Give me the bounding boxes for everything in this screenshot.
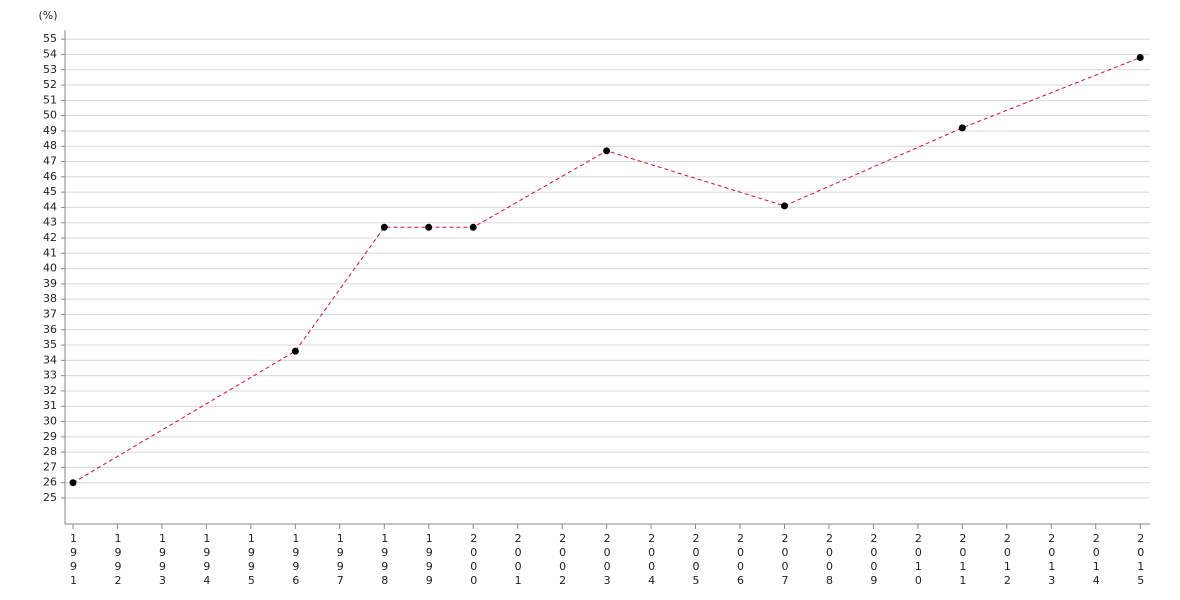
x-tick-label: 2011 [956, 532, 969, 588]
y-tick-label: 52 [43, 78, 57, 91]
x-tick-label: 2010 [912, 532, 925, 588]
x-tick-label: 1999 [423, 532, 436, 588]
x-tick-label: 1996 [289, 532, 302, 588]
y-tick-label: 35 [43, 338, 57, 351]
y-tick-label: 55 [43, 32, 57, 45]
y-tick-label: 48 [43, 139, 57, 152]
x-tick-label: 1997 [334, 532, 347, 588]
y-tick-label: 31 [43, 399, 57, 412]
y-tick-label: 49 [43, 124, 57, 137]
x-tick-label: 1994 [200, 532, 213, 588]
data-point [780, 202, 788, 210]
x-tick-label: 2005 [690, 532, 703, 588]
y-tick-label: 28 [43, 445, 57, 458]
data-point [291, 347, 299, 355]
data-point [1136, 54, 1144, 62]
y-tick-label: 37 [43, 307, 57, 320]
y-tick-label: 32 [43, 384, 57, 397]
x-tick-label: 2015 [1134, 532, 1147, 588]
y-tick-label: 25 [43, 491, 57, 504]
y-unit: (%) [38, 9, 57, 22]
y-tick-label: 38 [43, 292, 57, 305]
x-tick-label: 2006 [734, 532, 747, 588]
y-tick-label: 42 [43, 231, 57, 244]
x-tick-label: 1992 [111, 532, 124, 588]
y-tick-label: 34 [43, 353, 57, 366]
y-tick-label: 36 [43, 323, 57, 336]
x-tick-label: 2009 [867, 532, 880, 588]
x-tick-label: 1993 [156, 532, 169, 588]
data-point [603, 147, 611, 155]
y-tick-label: 39 [43, 277, 57, 290]
x-tick-label: 2008 [823, 532, 836, 588]
x-tick-label: 2003 [601, 532, 614, 588]
y-tick-label: 26 [43, 476, 57, 489]
data-point [69, 479, 77, 487]
x-tick-label: 2012 [1001, 532, 1014, 588]
x-tick-label: 2001 [512, 532, 525, 588]
x-tick-label: 2004 [645, 532, 658, 588]
x-tick-label: 1995 [245, 532, 258, 588]
y-tick-label: 27 [43, 460, 57, 473]
x-tick-label: 1991 [67, 532, 80, 588]
y-tick-label: 46 [43, 170, 57, 183]
y-tick-label: 47 [43, 155, 57, 168]
y-tick-label: 40 [43, 262, 57, 275]
x-tick-label: 2000 [467, 532, 480, 588]
data-point [958, 124, 966, 132]
x-tick-label: 2002 [556, 532, 569, 588]
line [72, 57, 1141, 484]
y-tick-label: 44 [43, 200, 57, 213]
x-tick-label: 2007 [778, 532, 791, 588]
y-tick-label: 50 [43, 109, 57, 122]
y-tick-label: 41 [43, 246, 57, 259]
y-tick-label: 51 [43, 93, 57, 106]
x-tick-label: 1998 [378, 532, 391, 588]
data-point [425, 223, 433, 231]
y-tick-label: 54 [43, 47, 57, 60]
y-tick-label: 29 [43, 430, 57, 443]
x-tick-label: 2014 [1090, 532, 1103, 588]
y-tick-label: 43 [43, 216, 57, 229]
y-tick-label: 53 [43, 63, 57, 76]
data-point [380, 223, 388, 231]
data-point [469, 223, 477, 231]
y-tick-label: 45 [43, 185, 57, 198]
x-tick-label: 2013 [1045, 532, 1058, 588]
y-tick-label: 33 [43, 369, 57, 382]
y-tick-label: 30 [43, 415, 57, 428]
